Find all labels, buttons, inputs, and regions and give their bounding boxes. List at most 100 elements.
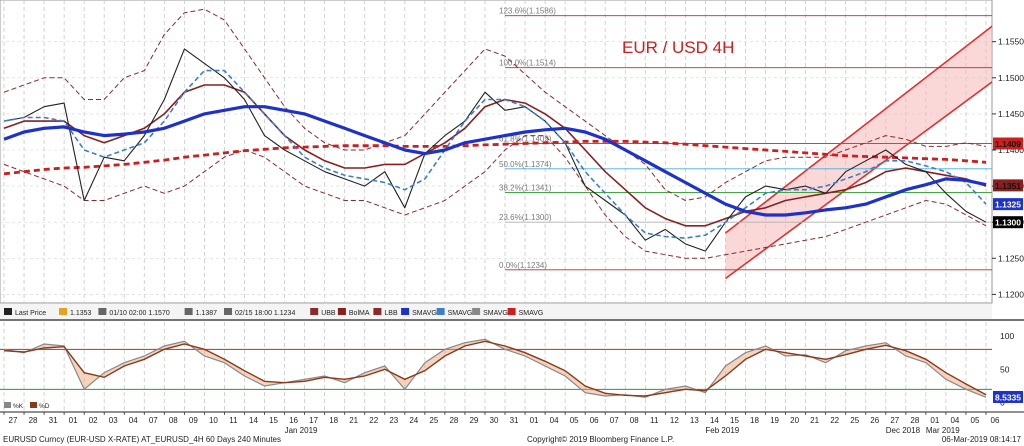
footer-timestamp: 06-Mar-2019 08:14:17	[942, 435, 1022, 444]
x-tick-label: 01	[69, 416, 78, 425]
price-tag	[993, 198, 1023, 211]
legend-item[interactable]: Last Price	[15, 310, 46, 317]
series-last-price[interactable]	[3, 48, 987, 252]
x-tick-label: 12	[670, 416, 679, 425]
stoch-legend-item[interactable]: %K	[13, 403, 24, 410]
x-tick-label: 25	[429, 416, 438, 425]
x-tick-label: 06	[590, 416, 599, 425]
x-tick-label: 18	[329, 416, 338, 425]
x-tick-label: 14	[710, 416, 719, 425]
x-tick-label: 23	[389, 416, 398, 425]
x-tick-label: 10	[209, 416, 218, 425]
x-tick-label: 04	[950, 416, 959, 425]
stoch-series-pct-d[interactable]	[3, 340, 987, 397]
stoch-series-pct-k[interactable]	[3, 338, 987, 398]
fib-label: 123.6%(1.1586)	[499, 7, 556, 16]
legend-swatch	[373, 308, 382, 315]
y-tick-label: 1.1450	[998, 109, 1024, 119]
x-tick-label: 22	[830, 416, 839, 425]
legend-item[interactable]: SMAVG	[412, 310, 437, 317]
x-tick-label: 15	[730, 416, 739, 425]
x-month-label: Dec 2018	[886, 426, 921, 435]
x-tick-label: 01	[930, 416, 939, 425]
legend-item[interactable]: LBB	[384, 310, 398, 317]
x-tick-label: 17	[309, 416, 318, 425]
x-tick-label: 18	[750, 416, 759, 425]
channel-upper-line[interactable]	[724, 20, 1000, 234]
price-tag	[993, 137, 1023, 150]
legend-swatch	[310, 308, 319, 315]
x-tick-label: 28	[29, 416, 38, 425]
x-month-label: Feb 2019	[705, 426, 739, 435]
x-tick-label: 04	[129, 416, 138, 425]
x-tick-label: 16	[289, 416, 298, 425]
price-tag	[993, 179, 1023, 192]
fib-label: 100.0%(1.1514)	[499, 59, 556, 68]
x-tick-label: 20	[790, 416, 799, 425]
series-lbb[interactable]	[3, 135, 987, 259]
time-axis: 27 28 31 01 02 03 04 07 08 09 10 11 14 15 16 17 18 21 22 23…	[3, 412, 1000, 435]
legend-item[interactable]: SMAVG	[448, 310, 473, 317]
x-tick-label: 08	[630, 416, 639, 425]
x-tick-label: 13	[690, 416, 699, 425]
x-tick-label: 15	[269, 416, 278, 425]
fib-label: 38.2%(1.1341)	[499, 184, 552, 193]
legend-swatch	[4, 308, 12, 315]
x-tick-label: 03	[109, 416, 118, 425]
y-tick-label: 1.1550	[998, 37, 1024, 47]
x-tick-label: 08	[169, 416, 178, 425]
x-tick-label: 31	[49, 416, 58, 425]
legend-swatch	[401, 308, 410, 315]
legend-swatch	[59, 308, 67, 315]
x-tick-label: 24	[409, 416, 418, 425]
fib-label: 61.8%(1.1409)	[499, 135, 552, 144]
channel-lower-line[interactable]	[724, 76, 1000, 280]
main-plot-frame	[0, 0, 993, 304]
fibonacci-levels: 123.6%(1.1586) 100.0%(1.1514) 61.8%(1.1409…	[499, 7, 992, 271]
main-legend[interactable]: Last Price 1.1353 01/10 02:00 1.1570 1.1387…	[0, 304, 992, 319]
legend-item[interactable]: BolMA	[349, 310, 370, 317]
legend-item[interactable]: 02/15 18:00 1.1234	[235, 310, 295, 317]
legend-item[interactable]: 01/10 02:00 1.1570	[109, 310, 169, 317]
series-smavg[interactable]	[3, 69, 987, 239]
legend-item[interactable]: 1.1387	[196, 310, 218, 317]
x-tick-label: 21	[810, 416, 819, 425]
series-bolma[interactable]	[3, 84, 987, 227]
fib-label: 23.6%(1.1300)	[499, 213, 552, 222]
stoch-legend-swatch	[30, 402, 37, 408]
legend-swatch	[472, 308, 481, 315]
legend-item[interactable]: UBB	[321, 310, 336, 317]
stoch-legend-item[interactable]: %D	[39, 403, 50, 410]
fib-label: 50.0%(1.1374)	[499, 160, 552, 169]
price-tags: 1.1409 1.1351 1.1325 1.1300	[993, 137, 1023, 229]
y-tick-label: 1.1200	[998, 289, 1024, 299]
legend-swatch	[507, 308, 516, 315]
fib-label: 0.0%(1.1234)	[499, 261, 547, 270]
stoch-legend-swatch	[4, 402, 11, 408]
footer: EURUSD Curncy (EUR-USD X-RATE) AT_EURUSD…	[3, 435, 1022, 444]
legend-item[interactable]: SMAVG	[519, 310, 544, 317]
stoch-price-tag	[993, 390, 1023, 403]
series-smavg[interactable]	[3, 139, 987, 176]
x-tick-label: 09	[189, 416, 198, 425]
chart-title: EUR / USD 4H	[622, 38, 734, 57]
series-smavg[interactable]	[3, 105, 987, 217]
y-tick-label: 1.1400	[998, 145, 1024, 155]
price-tag-label: 1.1351	[995, 181, 1021, 191]
footer-copyright: Copyright© 2019 Bloomberg Finance L.P.	[527, 435, 674, 444]
legend-item[interactable]: 1.1353	[70, 310, 92, 317]
legend-swatch	[337, 308, 346, 315]
x-tick-label: 19	[770, 416, 779, 425]
price-tag-label: 1.1325	[995, 200, 1021, 210]
x-tick-label: 11	[229, 416, 238, 425]
x-tick-label: 05	[570, 416, 579, 425]
x-tick-label: 07	[149, 416, 158, 425]
y-tick-label: 1.1250	[998, 253, 1024, 263]
x-tick-label: 28	[449, 416, 458, 425]
legend-item[interactable]: SMAVG	[483, 310, 508, 317]
x-month-label: Mar 2019	[926, 426, 960, 435]
x-tick-label: 29	[469, 416, 478, 425]
legend-swatch	[436, 308, 445, 315]
series-ubb[interactable]	[3, 8, 987, 201]
